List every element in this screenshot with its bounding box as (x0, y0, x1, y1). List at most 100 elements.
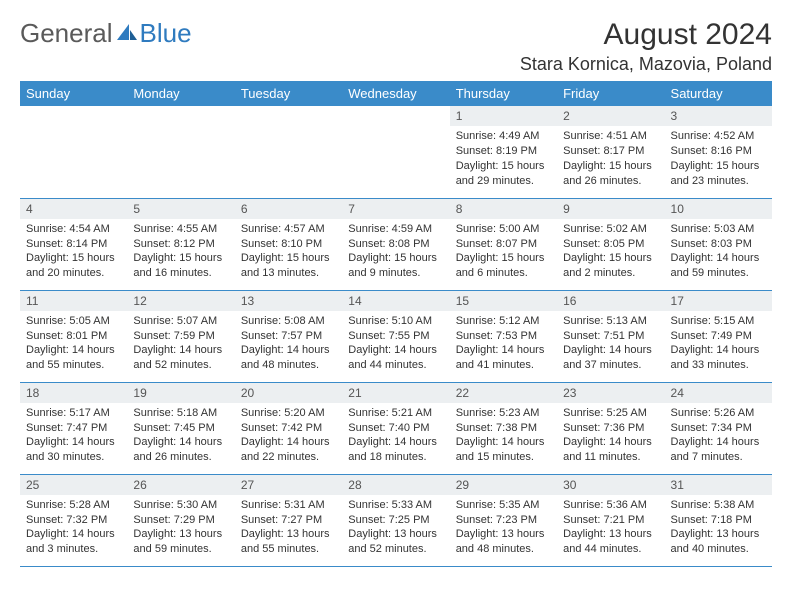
calendar-cell: 14Sunrise: 5:10 AMSunset: 7:55 PMDayligh… (342, 290, 449, 382)
sunset-text: Sunset: 7:40 PM (348, 421, 443, 436)
sunset-text: Sunset: 8:16 PM (671, 144, 766, 159)
day-details: Sunrise: 5:35 AMSunset: 7:23 PMDaylight:… (450, 495, 557, 561)
weekday-header: Wednesday (342, 81, 449, 106)
day-number: 16 (557, 291, 664, 311)
day-number: 3 (665, 106, 772, 126)
day-number: 19 (127, 383, 234, 403)
sunrise-text: Sunrise: 5:21 AM (348, 406, 443, 421)
day-details: Sunrise: 5:20 AMSunset: 7:42 PMDaylight:… (235, 403, 342, 469)
calendar-cell: 20Sunrise: 5:20 AMSunset: 7:42 PMDayligh… (235, 382, 342, 474)
sunrise-text: Sunrise: 5:31 AM (241, 498, 336, 513)
sunrise-text: Sunrise: 5:36 AM (563, 498, 658, 513)
day-details: Sunrise: 5:31 AMSunset: 7:27 PMDaylight:… (235, 495, 342, 561)
daylight-text: and 26 minutes. (563, 174, 658, 189)
daylight-text: Daylight: 13 hours (348, 527, 443, 542)
daylight-text: and 3 minutes. (26, 542, 121, 557)
day-details: Sunrise: 5:13 AMSunset: 7:51 PMDaylight:… (557, 311, 664, 377)
sunrise-text: Sunrise: 5:33 AM (348, 498, 443, 513)
day-details: Sunrise: 4:57 AMSunset: 8:10 PMDaylight:… (235, 219, 342, 285)
day-number: 15 (450, 291, 557, 311)
day-details: Sunrise: 4:55 AMSunset: 8:12 PMDaylight:… (127, 219, 234, 285)
daylight-text: and 33 minutes. (671, 358, 766, 373)
logo-text-blue: Blue (140, 18, 192, 49)
sunset-text: Sunset: 7:45 PM (133, 421, 228, 436)
sunrise-text: Sunrise: 5:07 AM (133, 314, 228, 329)
daylight-text: Daylight: 15 hours (563, 251, 658, 266)
calendar: Sunday Monday Tuesday Wednesday Thursday… (20, 81, 772, 567)
daylight-text: and 20 minutes. (26, 266, 121, 281)
sunset-text: Sunset: 7:49 PM (671, 329, 766, 344)
calendar-cell: 5Sunrise: 4:55 AMSunset: 8:12 PMDaylight… (127, 198, 234, 290)
daylight-text: and 29 minutes. (456, 174, 551, 189)
sunrise-text: Sunrise: 5:10 AM (348, 314, 443, 329)
daylight-text: Daylight: 14 hours (348, 343, 443, 358)
calendar-cell: 28Sunrise: 5:33 AMSunset: 7:25 PMDayligh… (342, 474, 449, 566)
daylight-text: and 18 minutes. (348, 450, 443, 465)
calendar-row: 4Sunrise: 4:54 AMSunset: 8:14 PMDaylight… (20, 198, 772, 290)
daylight-text: and 23 minutes. (671, 174, 766, 189)
location: Stara Kornica, Mazovia, Poland (520, 54, 772, 75)
weekday-header-row: Sunday Monday Tuesday Wednesday Thursday… (20, 81, 772, 106)
daylight-text: and 7 minutes. (671, 450, 766, 465)
day-number: 6 (235, 199, 342, 219)
day-details: Sunrise: 5:38 AMSunset: 7:18 PMDaylight:… (665, 495, 772, 561)
calendar-cell (342, 106, 449, 198)
daylight-text: Daylight: 14 hours (241, 343, 336, 358)
sunset-text: Sunset: 8:08 PM (348, 237, 443, 252)
logo-text-general: General (20, 18, 113, 49)
daylight-text: and 55 minutes. (241, 542, 336, 557)
weekday-header: Monday (127, 81, 234, 106)
daylight-text: Daylight: 14 hours (26, 435, 121, 450)
weekday-header: Thursday (450, 81, 557, 106)
sunrise-text: Sunrise: 4:54 AM (26, 222, 121, 237)
day-number: 13 (235, 291, 342, 311)
logo: General Blue (20, 18, 192, 49)
calendar-cell: 3Sunrise: 4:52 AMSunset: 8:16 PMDaylight… (665, 106, 772, 198)
calendar-cell: 16Sunrise: 5:13 AMSunset: 7:51 PMDayligh… (557, 290, 664, 382)
calendar-cell: 8Sunrise: 5:00 AMSunset: 8:07 PMDaylight… (450, 198, 557, 290)
sail-icon (115, 18, 139, 49)
day-details: Sunrise: 5:07 AMSunset: 7:59 PMDaylight:… (127, 311, 234, 377)
sunrise-text: Sunrise: 5:15 AM (671, 314, 766, 329)
calendar-cell: 26Sunrise: 5:30 AMSunset: 7:29 PMDayligh… (127, 474, 234, 566)
sunset-text: Sunset: 7:27 PM (241, 513, 336, 528)
daylight-text: Daylight: 14 hours (563, 343, 658, 358)
weekday-header: Saturday (665, 81, 772, 106)
sunset-text: Sunset: 8:10 PM (241, 237, 336, 252)
calendar-cell: 29Sunrise: 5:35 AMSunset: 7:23 PMDayligh… (450, 474, 557, 566)
daylight-text: Daylight: 13 hours (241, 527, 336, 542)
calendar-cell (127, 106, 234, 198)
daylight-text: and 16 minutes. (133, 266, 228, 281)
sunrise-text: Sunrise: 5:08 AM (241, 314, 336, 329)
sunrise-text: Sunrise: 5:05 AM (26, 314, 121, 329)
calendar-cell: 22Sunrise: 5:23 AMSunset: 7:38 PMDayligh… (450, 382, 557, 474)
sunrise-text: Sunrise: 5:18 AM (133, 406, 228, 421)
day-number: 11 (20, 291, 127, 311)
sunrise-text: Sunrise: 4:49 AM (456, 129, 551, 144)
sunset-text: Sunset: 7:59 PM (133, 329, 228, 344)
sunset-text: Sunset: 8:12 PM (133, 237, 228, 252)
daylight-text: and 15 minutes. (456, 450, 551, 465)
day-number: 24 (665, 383, 772, 403)
day-details: Sunrise: 5:30 AMSunset: 7:29 PMDaylight:… (127, 495, 234, 561)
day-details: Sunrise: 5:36 AMSunset: 7:21 PMDaylight:… (557, 495, 664, 561)
sunset-text: Sunset: 7:36 PM (563, 421, 658, 436)
daylight-text: Daylight: 15 hours (456, 159, 551, 174)
sunrise-text: Sunrise: 4:55 AM (133, 222, 228, 237)
day-details: Sunrise: 4:49 AMSunset: 8:19 PMDaylight:… (450, 126, 557, 192)
day-details: Sunrise: 5:00 AMSunset: 8:07 PMDaylight:… (450, 219, 557, 285)
day-details: Sunrise: 5:08 AMSunset: 7:57 PMDaylight:… (235, 311, 342, 377)
calendar-cell: 10Sunrise: 5:03 AMSunset: 8:03 PMDayligh… (665, 198, 772, 290)
daylight-text: Daylight: 14 hours (133, 343, 228, 358)
sunset-text: Sunset: 7:38 PM (456, 421, 551, 436)
sunset-text: Sunset: 7:51 PM (563, 329, 658, 344)
day-details: Sunrise: 5:05 AMSunset: 8:01 PMDaylight:… (20, 311, 127, 377)
sunset-text: Sunset: 8:17 PM (563, 144, 658, 159)
day-details: Sunrise: 5:33 AMSunset: 7:25 PMDaylight:… (342, 495, 449, 561)
sunset-text: Sunset: 7:42 PM (241, 421, 336, 436)
daylight-text: Daylight: 15 hours (241, 251, 336, 266)
sunrise-text: Sunrise: 5:30 AM (133, 498, 228, 513)
weekday-header: Sunday (20, 81, 127, 106)
daylight-text: and 52 minutes. (133, 358, 228, 373)
day-details: Sunrise: 5:23 AMSunset: 7:38 PMDaylight:… (450, 403, 557, 469)
